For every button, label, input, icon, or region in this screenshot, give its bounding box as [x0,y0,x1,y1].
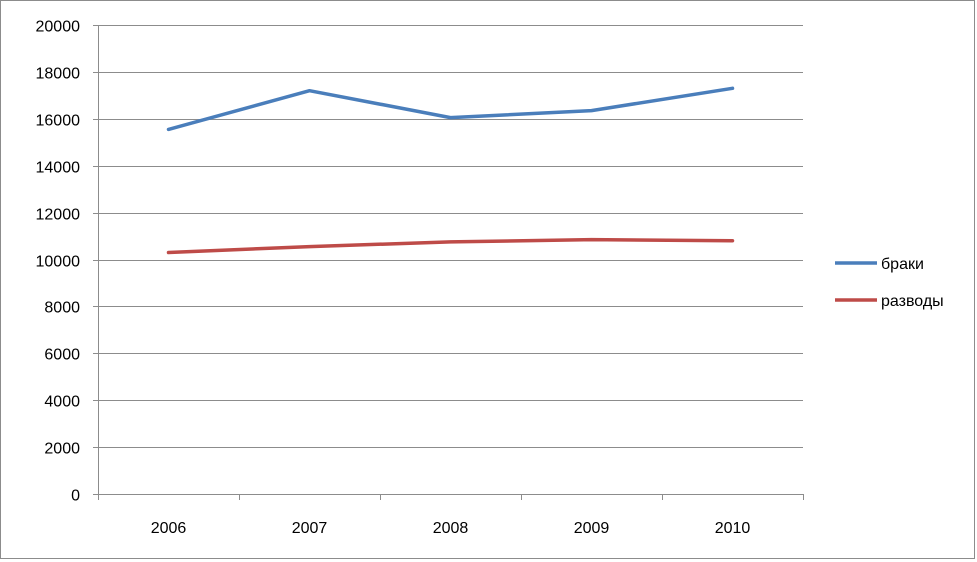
y-tick-label: 20000 [36,19,81,36]
y-tick-label: 2000 [44,441,80,458]
y-tick-label: 10000 [36,254,81,271]
y-tick-labels: 0 2000 4000 6000 8000 10000 12000 14000 16000 180… [36,19,81,505]
y-tick-label: 14000 [36,160,81,177]
x-tick-labels: 2006 2007 2008 2009 2010 [151,520,751,537]
series-line-1 [166,237,735,255]
legend: браки разводы [835,256,944,310]
x-tick-label-2007: 2007 [292,520,328,537]
legend-label-1: разводы [881,293,944,310]
legend-label-0: браки [881,256,924,273]
y-tick-label: 16000 [36,113,81,130]
y-tick-label: 6000 [44,347,80,364]
y-tick-label: 18000 [36,66,81,83]
x-tick-label-2010: 2010 [715,520,751,537]
x-tick-label-2008: 2008 [433,520,469,537]
series-lines [166,86,735,255]
y-tick-label: 8000 [44,300,80,317]
gridlines [98,25,803,448]
x-tick-label-2006: 2006 [151,520,187,537]
y-tick-label: 0 [71,488,80,505]
y-tick-label: 12000 [36,207,81,224]
x-tick-label-2009: 2009 [574,520,610,537]
axes [93,25,804,500]
y-tick-label: 4000 [44,394,80,411]
series-line-0 [166,86,735,132]
